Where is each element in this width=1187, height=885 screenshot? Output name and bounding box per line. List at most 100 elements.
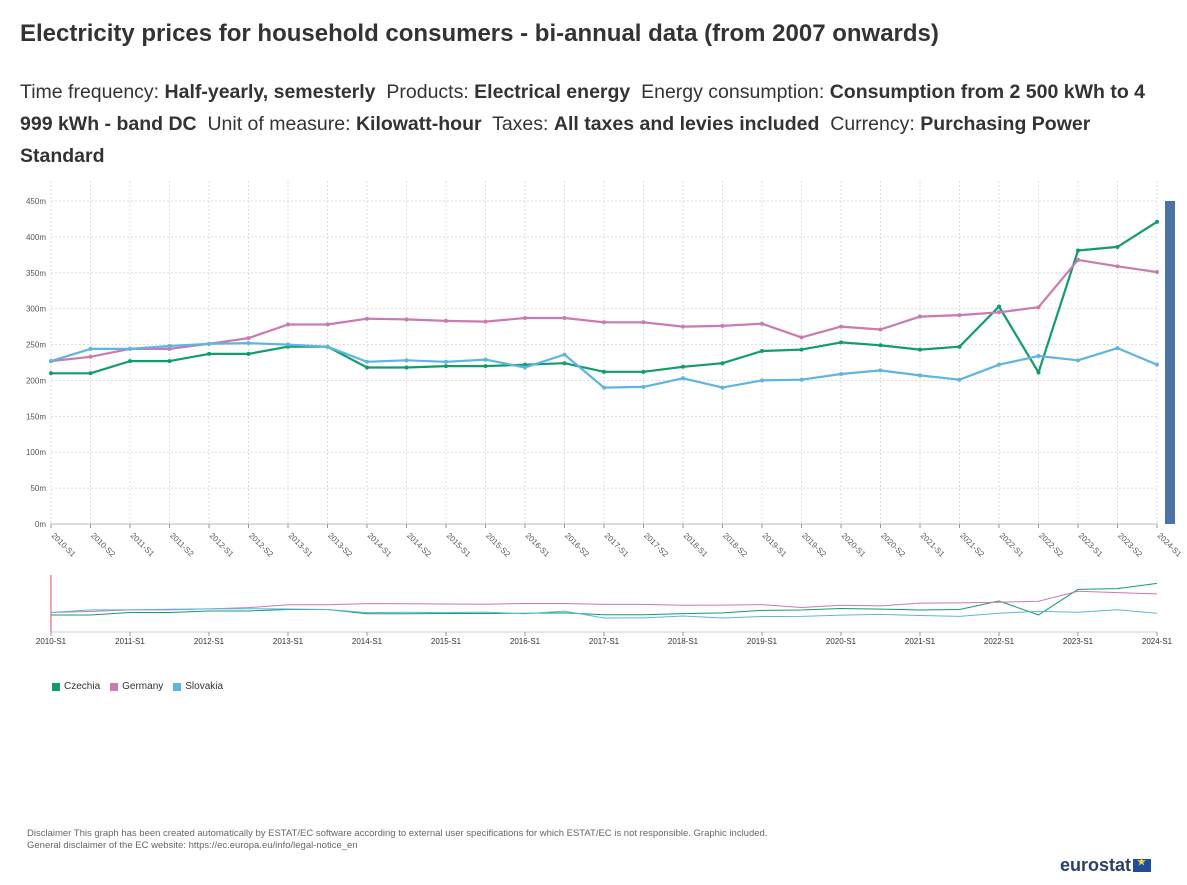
x-tick-label: 2013-S2 (326, 531, 354, 559)
data-point[interactable] (1076, 257, 1080, 262)
data-point[interactable] (404, 317, 409, 322)
data-point[interactable] (483, 319, 488, 324)
data-point[interactable] (88, 354, 93, 359)
data-point[interactable] (681, 364, 685, 369)
legend-label: Czechia (64, 681, 101, 692)
data-point[interactable] (957, 344, 962, 349)
x-tick-label: 2012-S1 (208, 531, 236, 559)
data-point[interactable] (839, 340, 843, 345)
data-point[interactable] (918, 314, 922, 319)
data-point[interactable] (799, 335, 804, 340)
data-point[interactable] (49, 371, 53, 376)
data-point[interactable] (1036, 354, 1041, 359)
data-point[interactable] (167, 343, 172, 348)
data-point[interactable] (997, 310, 1001, 315)
data-point[interactable] (207, 341, 211, 346)
data-point[interactable] (1155, 219, 1159, 224)
data-point[interactable] (839, 324, 843, 329)
data-point[interactable] (1155, 270, 1159, 275)
data-point[interactable] (641, 384, 646, 389)
data-point[interactable] (246, 351, 251, 356)
data-point[interactable] (246, 341, 251, 346)
data-point[interactable] (128, 346, 132, 351)
data-point[interactable] (325, 344, 330, 349)
data-point[interactable] (602, 320, 606, 325)
line-chart[interactable]: 0m 50m 100m 150m 200m 250m 300m 350m 400m 450m 201… (0, 0, 1187, 680)
data-point[interactable] (562, 361, 567, 366)
data-point[interactable] (88, 346, 93, 351)
data-point[interactable] (404, 358, 409, 363)
data-point[interactable] (602, 385, 606, 390)
data-point[interactable] (997, 362, 1001, 367)
data-point[interactable] (207, 351, 211, 356)
data-point[interactable] (1155, 362, 1159, 367)
data-point[interactable] (641, 369, 646, 374)
data-point[interactable] (760, 321, 764, 326)
legend: Czechia Germany Slovakia (52, 681, 223, 692)
legend-item[interactable]: Czechia (52, 681, 100, 692)
data-point[interactable] (444, 364, 448, 369)
data-point[interactable] (918, 373, 922, 378)
data-point[interactable] (602, 369, 606, 374)
x-tick-label: 2018-S1 (682, 531, 710, 559)
data-point[interactable] (957, 313, 962, 318)
data-point[interactable] (799, 377, 804, 382)
data-point[interactable] (562, 315, 567, 320)
data-point[interactable] (1115, 244, 1120, 249)
data-point[interactable] (760, 349, 764, 354)
data-point[interactable] (246, 336, 251, 341)
filter-value: Kilowatt-hour (355, 113, 482, 135)
data-point[interactable] (483, 357, 488, 362)
data-point[interactable] (483, 364, 488, 369)
data-point[interactable] (562, 352, 567, 357)
data-point[interactable] (365, 316, 369, 321)
data-point[interactable] (444, 359, 448, 364)
data-point[interactable] (523, 365, 527, 370)
data-point[interactable] (839, 371, 843, 376)
data-point[interactable] (997, 304, 1001, 309)
data-point[interactable] (1076, 358, 1080, 363)
y-tick-label: 100m (26, 448, 46, 457)
x-tick-label: 2022-S2 (1037, 531, 1065, 559)
data-point[interactable] (365, 365, 369, 370)
data-point[interactable] (444, 318, 448, 323)
data-point[interactable] (1115, 346, 1120, 351)
data-point[interactable] (957, 377, 962, 382)
data-point[interactable] (1036, 305, 1041, 310)
data-point[interactable] (878, 327, 883, 332)
data-point[interactable] (720, 361, 725, 366)
data-point[interactable] (878, 343, 883, 348)
data-point[interactable] (523, 362, 527, 367)
data-point[interactable] (1115, 264, 1120, 269)
x-tick-label: 2019-S1 (761, 531, 789, 559)
x-tick-label: 2023-S1 (1077, 531, 1105, 559)
data-point[interactable] (365, 359, 369, 364)
data-point[interactable] (681, 376, 685, 381)
data-point[interactable] (641, 320, 646, 325)
data-point[interactable] (1076, 248, 1080, 253)
x-tick-label: 2018-S2 (721, 531, 749, 559)
data-point[interactable] (918, 347, 922, 352)
data-point[interactable] (286, 342, 290, 347)
data-point[interactable] (720, 385, 725, 390)
navigator-tick-label: 2017-S1 (589, 637, 620, 646)
data-point[interactable] (720, 323, 725, 328)
data-point[interactable] (167, 359, 172, 364)
data-point[interactable] (878, 368, 883, 373)
data-point[interactable] (523, 315, 527, 320)
data-point[interactable] (128, 359, 132, 364)
data-point[interactable] (799, 347, 804, 352)
data-point[interactable] (404, 365, 409, 370)
legend-item[interactable]: Germany (110, 681, 163, 692)
data-point[interactable] (167, 346, 172, 351)
data-point[interactable] (88, 371, 93, 376)
data-point[interactable] (681, 324, 685, 329)
data-point[interactable] (760, 378, 764, 383)
filter-value: Purchasing Power Standard (20, 113, 1091, 167)
data-point[interactable] (286, 322, 290, 327)
legend-item[interactable]: Slovakia (173, 681, 223, 692)
data-point[interactable] (1036, 370, 1041, 375)
data-point[interactable] (49, 359, 53, 364)
vertical-scrollbar[interactable] (1165, 201, 1175, 524)
data-point[interactable] (325, 322, 330, 327)
